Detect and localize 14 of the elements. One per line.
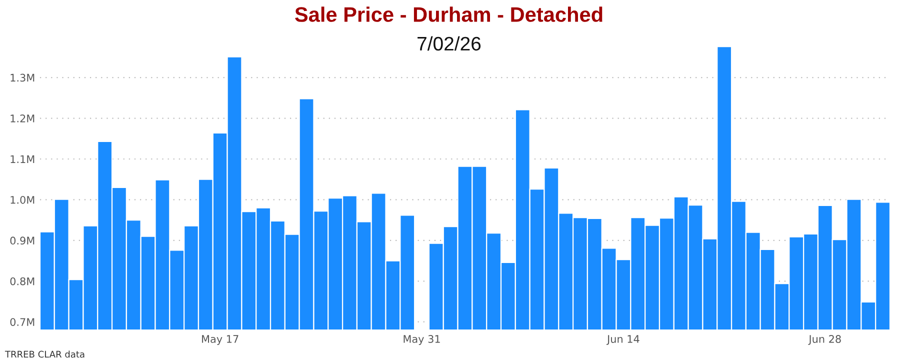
chart-title: Sale Price - Durham - Detached [295, 6, 602, 22]
text: TRREB CLAR data [4, 350, 84, 358]
x-tick-label: May 31 [404, 335, 440, 345]
y-tick-label: 1.3M [10, 74, 34, 82]
x-tick-label: Jun 14 [606, 335, 640, 345]
x-tick-label: Jun 28 [808, 335, 841, 345]
y-tick-label: 1.2M [10, 114, 34, 122]
chart-subtitle: 7/02/26 [418, 36, 481, 51]
y-tick-label: 1.1M [10, 155, 34, 163]
x-tick-label: May 17 [202, 335, 238, 345]
y-tick-label: 1.0M [10, 196, 34, 204]
y-tick-label: 0.8M [10, 277, 34, 286]
y-tick-label: 0.7M [10, 318, 34, 326]
y-tick-label: 0.9M [10, 236, 34, 245]
